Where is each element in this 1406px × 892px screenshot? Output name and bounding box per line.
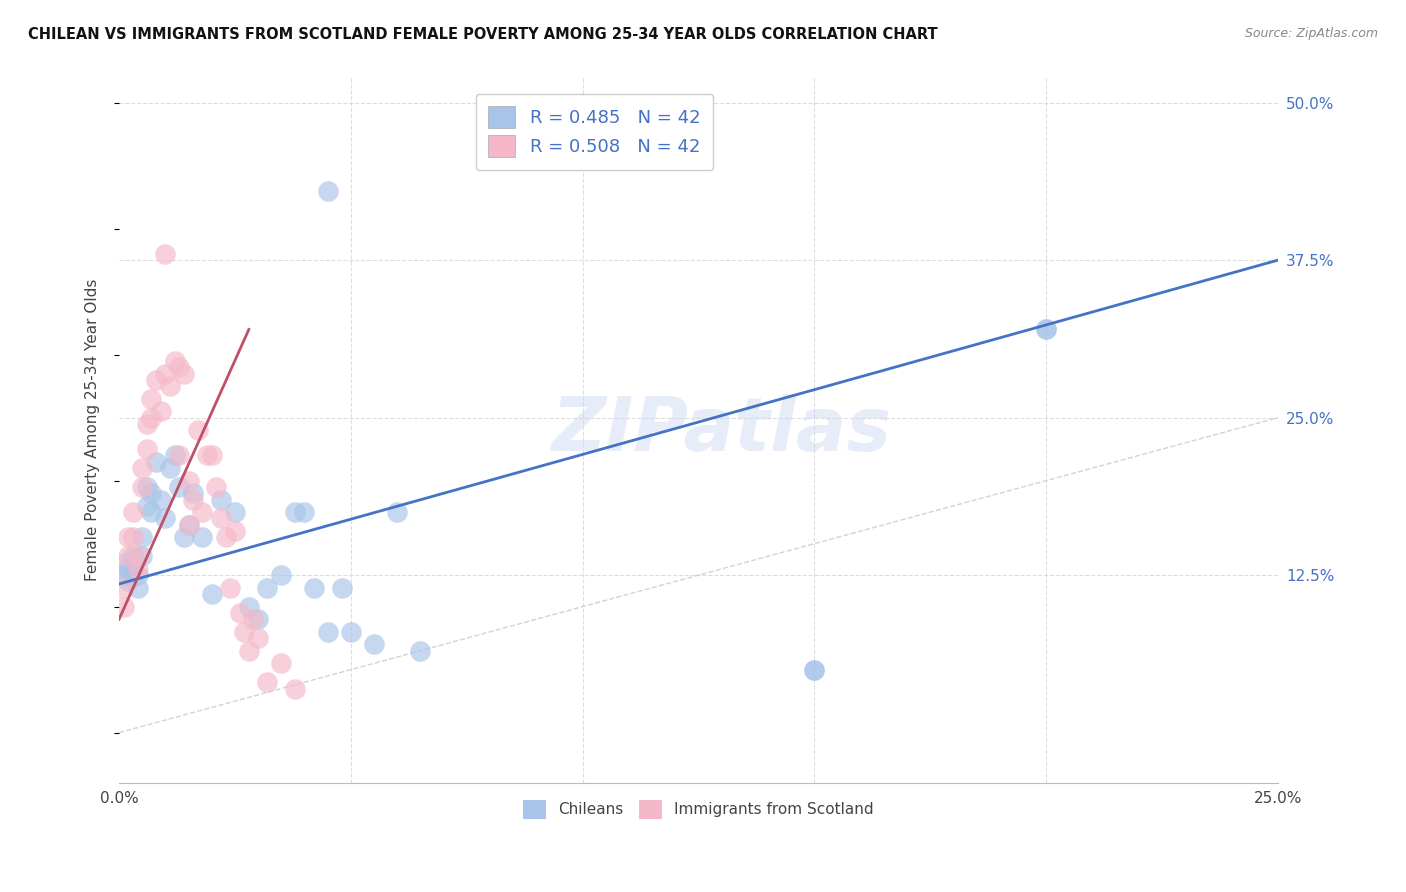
Point [302, 581, 325, 595]
Point [155, 247, 177, 261]
Point [316, 184, 339, 198]
Point [131, 480, 153, 494]
Point [169, 480, 191, 494]
Point [159, 461, 181, 475]
Point [247, 631, 270, 645]
Point [141, 410, 163, 425]
Point [141, 392, 163, 406]
Point [127, 581, 149, 595]
Point [209, 492, 232, 507]
Point [270, 657, 292, 671]
Point [201, 587, 224, 601]
Point [219, 581, 242, 595]
Point [270, 568, 292, 582]
Point [177, 517, 200, 532]
Point [127, 562, 149, 576]
Point [112, 568, 135, 582]
Point [284, 505, 307, 519]
Point [131, 530, 153, 544]
Point [224, 524, 246, 538]
Point [117, 562, 139, 576]
Point [191, 530, 214, 544]
Point [173, 367, 195, 381]
Point [205, 480, 228, 494]
Point [294, 505, 316, 519]
Point [316, 624, 339, 639]
Point [135, 480, 157, 494]
Point [224, 505, 246, 519]
Point [177, 474, 200, 488]
Point [340, 624, 363, 639]
Point [363, 637, 385, 651]
Point [135, 442, 157, 457]
Point [163, 449, 186, 463]
Point [127, 568, 149, 582]
Point [1035, 322, 1057, 336]
Point [201, 449, 224, 463]
Point [122, 505, 145, 519]
Point [1035, 322, 1057, 336]
Point [145, 373, 167, 387]
Point [122, 549, 145, 564]
Point [122, 530, 145, 544]
Point [112, 556, 135, 570]
Point [233, 624, 256, 639]
Point [173, 530, 195, 544]
Point [145, 455, 167, 469]
Point [122, 562, 145, 576]
Point [247, 612, 270, 626]
Text: ZIPatlas: ZIPatlas [551, 393, 891, 467]
Point [195, 449, 218, 463]
Point [149, 404, 172, 418]
Point [117, 574, 139, 589]
Point [228, 606, 250, 620]
Point [330, 581, 353, 595]
Point [238, 599, 260, 614]
Point [803, 663, 825, 677]
Point [117, 530, 139, 544]
Point [169, 449, 191, 463]
Point [177, 517, 200, 532]
Point [191, 505, 214, 519]
Point [187, 423, 209, 437]
Point [209, 511, 232, 525]
Point [149, 492, 172, 507]
Point [112, 581, 135, 595]
Point [181, 492, 204, 507]
Text: CHILEAN VS IMMIGRANTS FROM SCOTLAND FEMALE POVERTY AMONG 25-34 YEAR OLDS CORRELA: CHILEAN VS IMMIGRANTS FROM SCOTLAND FEMA… [28, 27, 938, 42]
Point [238, 644, 260, 658]
Point [215, 530, 238, 544]
Point [117, 549, 139, 564]
Point [141, 486, 163, 500]
Point [284, 681, 307, 696]
Point [127, 549, 149, 564]
Point [155, 367, 177, 381]
Point [409, 644, 432, 658]
Point [803, 663, 825, 677]
Y-axis label: Female Poverty Among 25-34 Year Olds: Female Poverty Among 25-34 Year Olds [86, 279, 100, 582]
Point [159, 379, 181, 393]
Point [242, 612, 264, 626]
Point [135, 417, 157, 431]
Point [256, 675, 278, 690]
Point [181, 486, 204, 500]
Point [385, 505, 408, 519]
Point [135, 499, 157, 513]
Point [131, 461, 153, 475]
Point [163, 354, 186, 368]
Point [112, 599, 135, 614]
Point [141, 505, 163, 519]
Point [256, 581, 278, 595]
Point [169, 360, 191, 375]
Point [131, 549, 153, 564]
Legend: Chileans, Immigrants from Scotland: Chileans, Immigrants from Scotland [517, 794, 880, 825]
Text: Source: ZipAtlas.com: Source: ZipAtlas.com [1244, 27, 1378, 40]
Point [155, 511, 177, 525]
